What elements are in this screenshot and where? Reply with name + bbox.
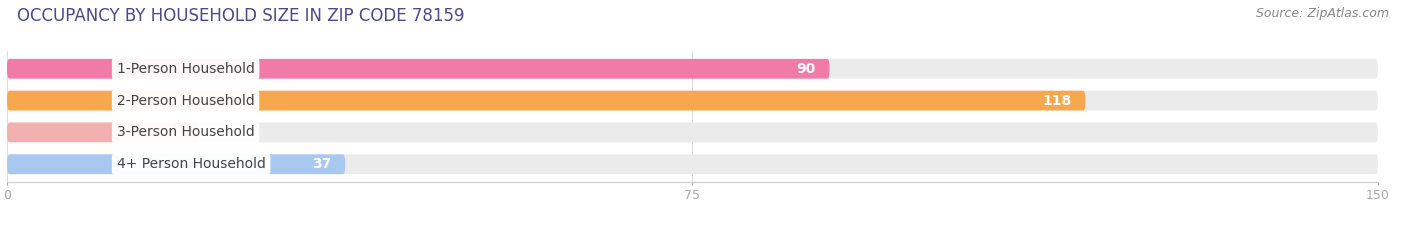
FancyBboxPatch shape [7,91,1085,110]
FancyBboxPatch shape [7,123,1378,142]
Text: 118: 118 [1042,94,1071,108]
FancyBboxPatch shape [7,123,200,142]
Text: 3-Person Household: 3-Person Household [117,125,254,139]
Text: Source: ZipAtlas.com: Source: ZipAtlas.com [1256,7,1389,20]
FancyBboxPatch shape [7,91,1378,110]
Text: 1-Person Household: 1-Person Household [117,62,254,76]
FancyBboxPatch shape [7,59,830,79]
Text: OCCUPANCY BY HOUSEHOLD SIZE IN ZIP CODE 78159: OCCUPANCY BY HOUSEHOLD SIZE IN ZIP CODE … [17,7,464,25]
Text: 90: 90 [797,62,815,76]
FancyBboxPatch shape [7,154,1378,174]
FancyBboxPatch shape [7,59,1378,79]
Text: 4+ Person Household: 4+ Person Household [117,157,266,171]
Text: 21: 21 [166,125,186,139]
Text: 37: 37 [312,157,332,171]
FancyBboxPatch shape [7,154,344,174]
Text: 2-Person Household: 2-Person Household [117,94,254,108]
